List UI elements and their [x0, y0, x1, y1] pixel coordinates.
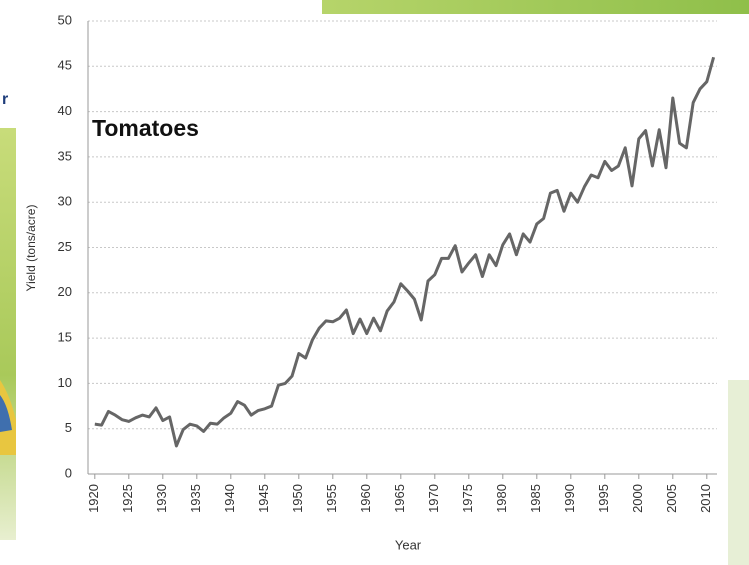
y-tick-label: 25	[58, 239, 72, 254]
x-tick-label: 1940	[222, 484, 237, 513]
y-tick-label: 5	[65, 420, 72, 435]
background-text: r	[2, 91, 8, 108]
x-tick-label: 1990	[562, 484, 577, 513]
x-tick-label: 1980	[494, 484, 509, 513]
y-tick-label: 30	[58, 194, 72, 209]
y-tick-label: 20	[58, 284, 72, 299]
x-axis-label: Year	[395, 537, 422, 552]
y-tick-label: 15	[58, 330, 72, 345]
x-tick-label: 1945	[256, 484, 271, 513]
x-tick-label: 1925	[120, 484, 135, 513]
y-tick-label: 45	[58, 58, 72, 73]
x-tick-label: 1970	[426, 484, 441, 513]
y-tick-label: 0	[65, 465, 72, 480]
background	[0, 0, 749, 565]
x-tick-label: 1960	[358, 484, 373, 513]
y-tick-label: 10	[58, 375, 72, 390]
chart: r Tomatoes Year Yield (tons/acre) 0 5 10 15…	[0, 0, 749, 565]
background-panel	[322, 0, 749, 14]
x-tick-label: 1930	[154, 484, 169, 513]
annotation: Tomatoes	[92, 115, 199, 141]
x-tick-label: 2005	[664, 484, 679, 513]
x-tick-label: 1985	[528, 484, 543, 513]
page: {"background_text": "r", "chart_data": {…	[0, 0, 749, 565]
y-tick-label: 50	[58, 12, 72, 27]
x-tick-label: 1965	[392, 484, 407, 513]
background-panel	[728, 380, 749, 565]
x-tick-label: 1935	[188, 484, 203, 513]
x-tick-label: 1955	[324, 484, 339, 513]
x-tick-label: 1975	[460, 484, 475, 513]
y-tick-label: 40	[58, 103, 72, 118]
x-tick-label: 1920	[86, 484, 101, 513]
background-panel	[0, 128, 16, 540]
y-axis-label: Yield (tons/acre)	[24, 205, 38, 292]
x-tick-label: 1950	[290, 484, 305, 513]
x-tick-label: 1995	[596, 484, 611, 513]
x-tick-label: 2010	[698, 484, 713, 513]
x-tick-label: 2000	[630, 484, 645, 513]
y-tick-label: 35	[58, 148, 72, 163]
